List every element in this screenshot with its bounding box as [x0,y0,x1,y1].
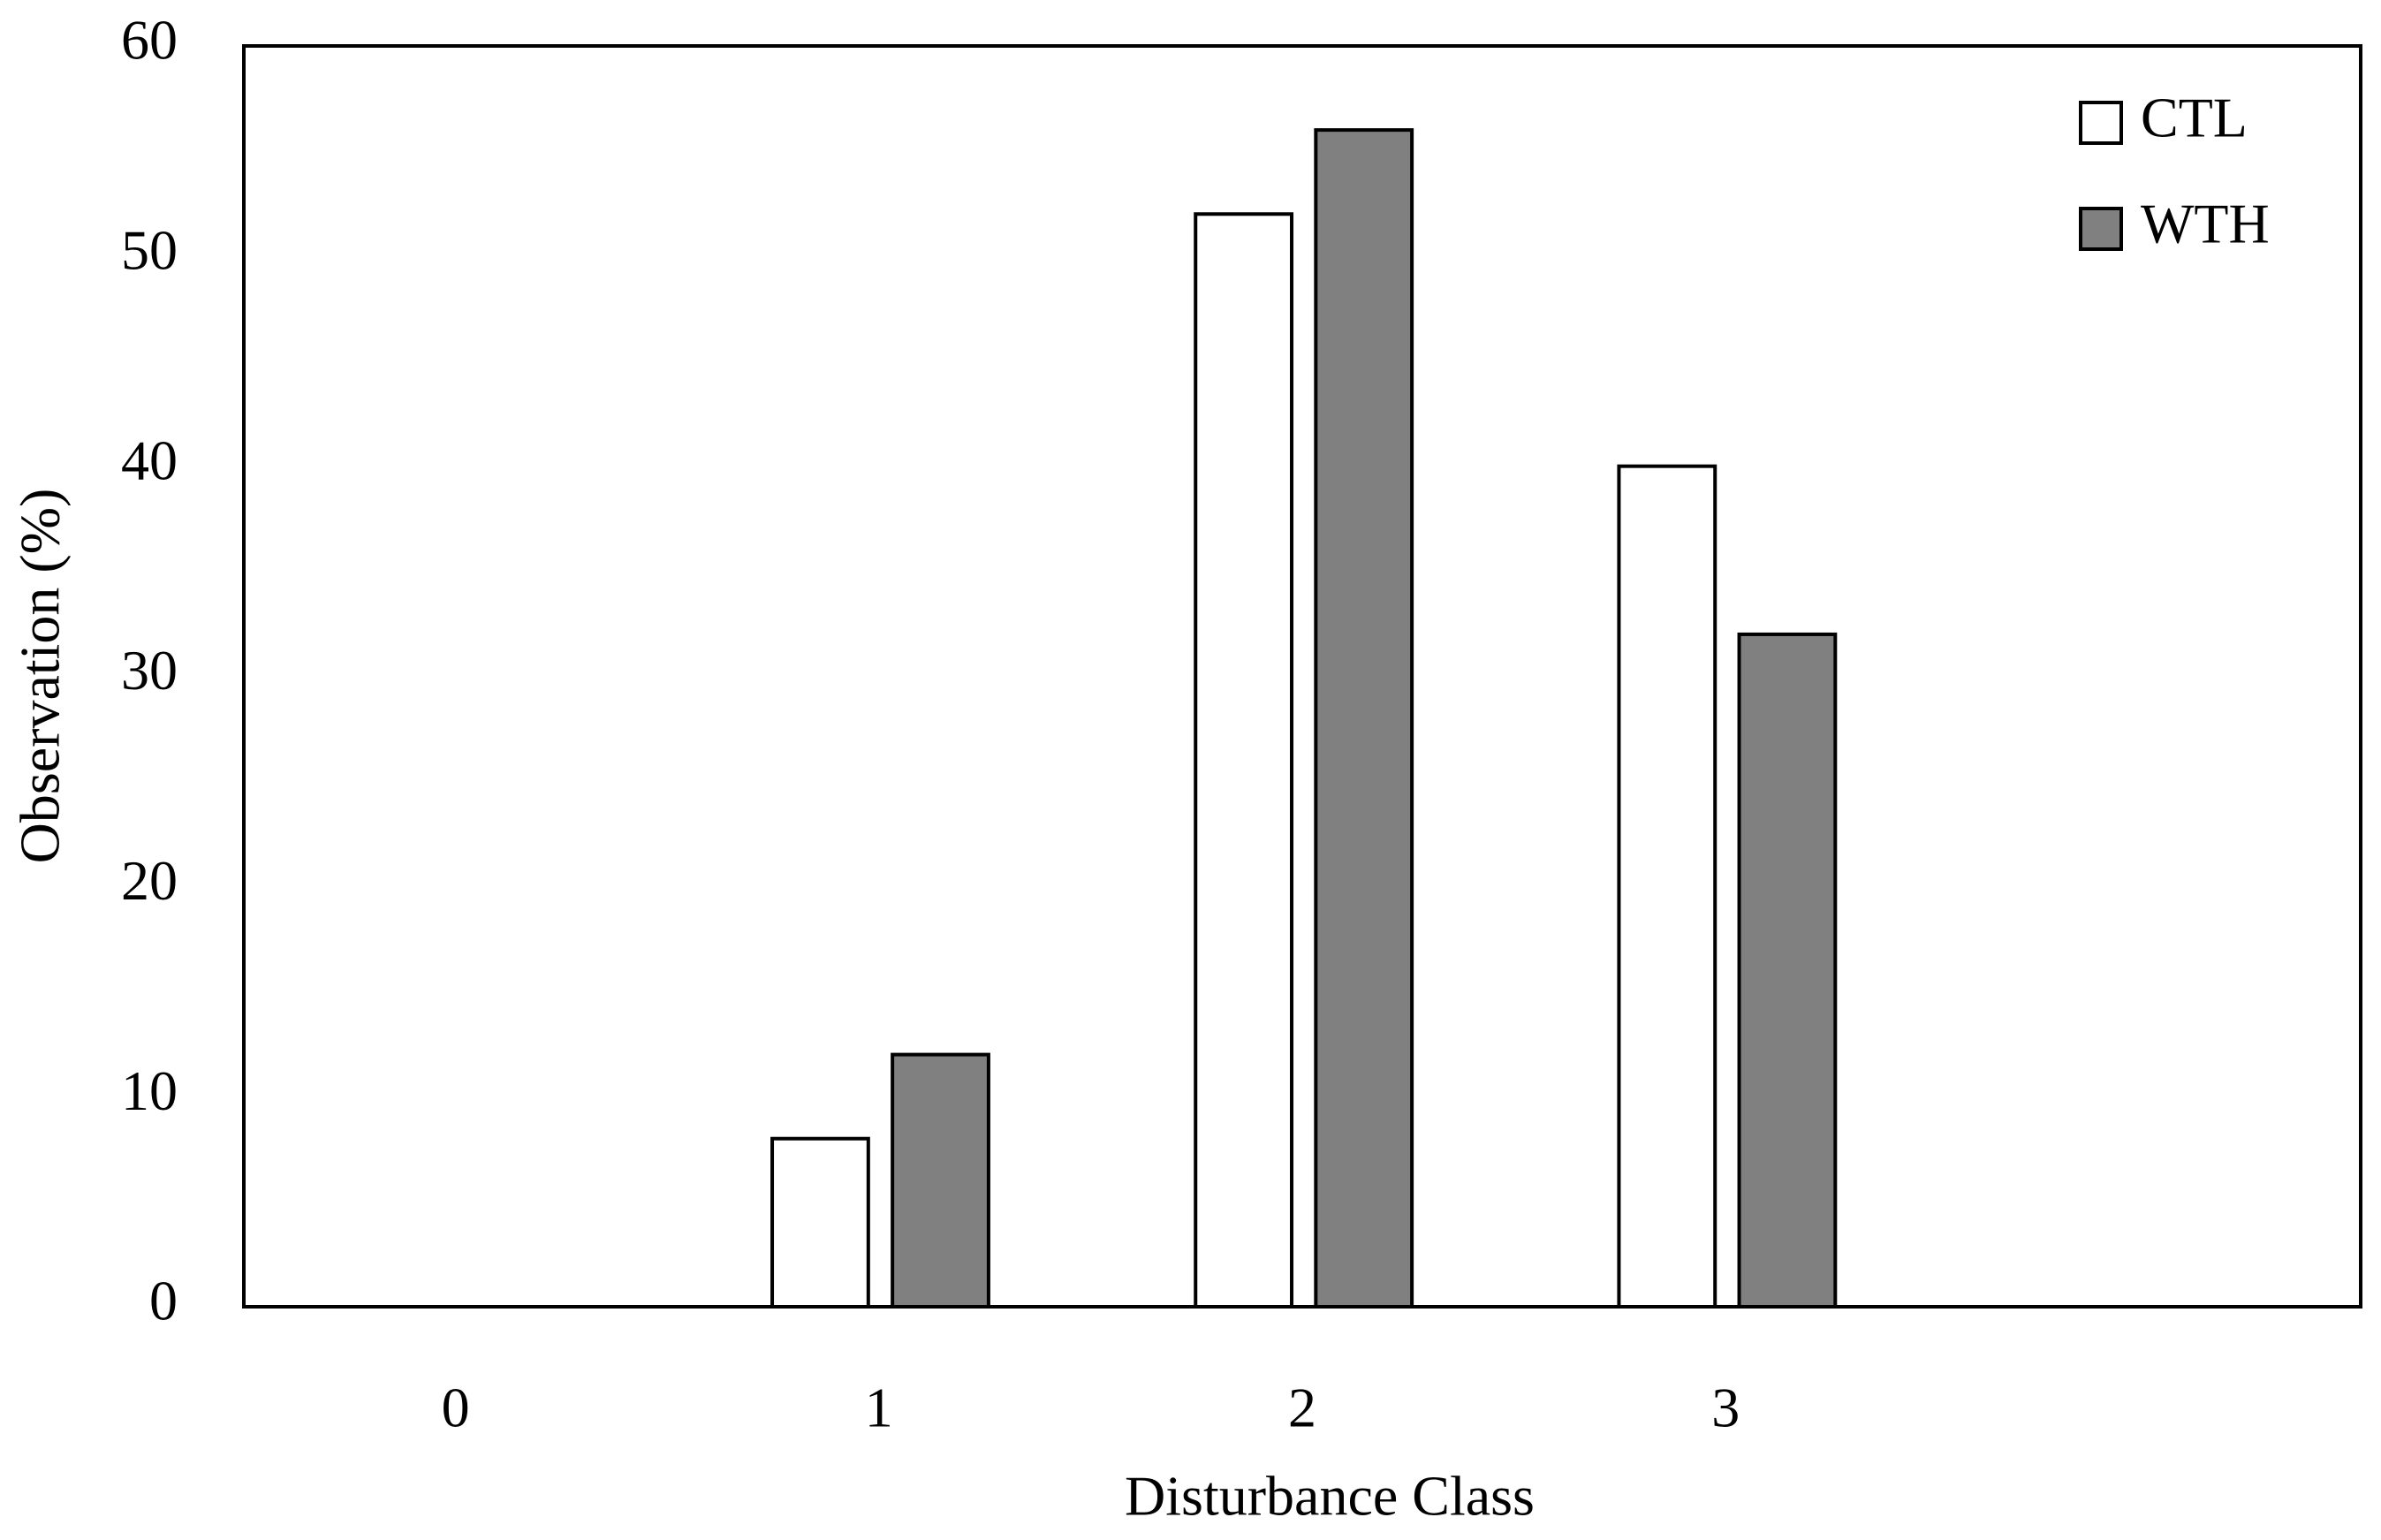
legend-label: WTH [2141,193,2270,255]
legend-swatch [2079,207,2123,251]
y-axis-title: Observation (%) [9,489,72,864]
bar [1617,464,1718,1309]
bar [891,1052,990,1309]
y-tick-label: 30 [121,639,178,702]
y-tick-label: 60 [121,9,178,72]
legend-label: CTL [2141,87,2248,149]
bar [1737,632,1838,1309]
y-tick-label: 20 [121,849,178,912]
y-tick-label: 0 [149,1270,178,1332]
x-tick-label: 0 [442,1377,470,1439]
plot-frame [242,44,2362,1309]
x-tick-label: 1 [865,1377,893,1439]
bar [770,1136,870,1309]
legend-swatch [2079,101,2123,145]
bar [1314,128,1414,1309]
y-tick-label: 50 [121,219,178,282]
x-axis-title: Disturbance Class [1125,1465,1535,1528]
x-tick-label: 3 [1711,1377,1740,1439]
y-tick-label: 10 [121,1059,178,1122]
bar [1194,212,1294,1309]
x-tick-label: 2 [1288,1377,1316,1439]
y-tick-label: 40 [121,429,178,491]
